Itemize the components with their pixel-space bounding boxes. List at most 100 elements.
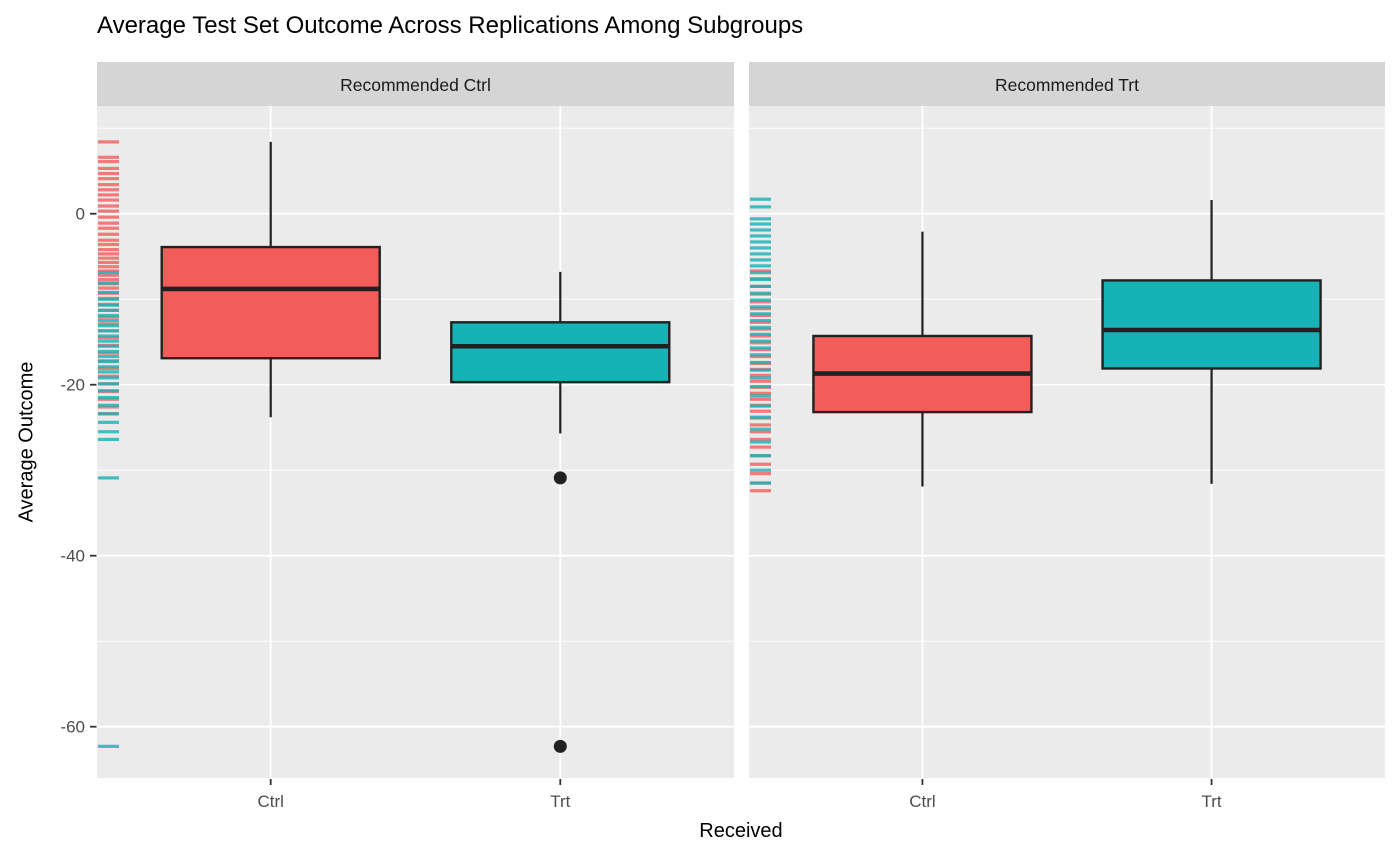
- rug-mark-trt: [750, 246, 771, 250]
- rug-mark-trt: [750, 217, 771, 221]
- rug-mark-trt: [750, 277, 771, 282]
- x-tick-label: Trt: [1201, 792, 1221, 811]
- rug-mark-trt: [750, 346, 771, 350]
- rug-mark-trt: [98, 370, 119, 374]
- y-tick-label: -40: [60, 547, 85, 566]
- rug-mark-ctrl: [98, 374, 119, 378]
- outlier-point: [553, 471, 567, 485]
- rug-mark-trt: [98, 271, 119, 275]
- rug-mark-ctrl: [98, 265, 119, 269]
- rug-mark-ctrl: [750, 269, 771, 273]
- rug-mark-ctrl: [98, 248, 119, 252]
- rug-mark-ctrl: [750, 373, 771, 377]
- rug-mark-ctrl: [750, 462, 771, 466]
- rug-mark-trt: [750, 415, 771, 419]
- rug-mark-trt: [750, 384, 771, 389]
- rug-mark-ctrl: [98, 252, 119, 256]
- rug-mark-ctrl: [98, 286, 119, 290]
- rug-mark-ctrl: [98, 188, 119, 192]
- rug-mark-ctrl: [750, 472, 771, 476]
- rug-mark-trt: [750, 468, 771, 472]
- rug-mark-ctrl: [98, 397, 119, 401]
- rug-mark-trt: [98, 334, 119, 338]
- rug-mark-trt: [750, 298, 771, 302]
- rug-mark-trt: [98, 281, 119, 285]
- rug-mark-ctrl: [98, 140, 119, 144]
- rug-mark-ctrl: [98, 273, 119, 277]
- rug-mark-trt: [98, 308, 119, 312]
- rug-mark-trt: [750, 222, 771, 226]
- y-tick-label: -20: [60, 376, 85, 395]
- rug-mark-trt: [750, 454, 771, 458]
- rug-mark-ctrl: [98, 366, 119, 371]
- rug-mark-trt: [98, 403, 119, 407]
- rug-mark-trt: [750, 234, 771, 238]
- rug-mark-ctrl: [98, 260, 119, 265]
- rug-mark-ctrl: [750, 409, 771, 413]
- rug-mark-trt: [98, 744, 119, 748]
- rug-mark-ctrl: [750, 341, 771, 345]
- rug-mark-trt: [98, 395, 119, 400]
- rug-mark-ctrl: [750, 397, 771, 401]
- rug-mark-trt: [750, 318, 771, 323]
- rug-mark-ctrl: [98, 155, 119, 159]
- rug-mark-trt: [750, 228, 771, 232]
- rug-mark-trt: [98, 365, 119, 369]
- rug-mark-trt: [98, 476, 119, 480]
- rug-mark-ctrl: [98, 238, 119, 242]
- rug-mark-trt: [750, 394, 771, 398]
- box-trt: [1101, 279, 1322, 370]
- rug-mark-ctrl: [98, 351, 119, 355]
- rug-mark-ctrl: [750, 489, 771, 493]
- rug-mark-ctrl: [98, 209, 119, 213]
- rug-mark-ctrl: [98, 166, 119, 171]
- rug-mark-ctrl: [98, 193, 119, 197]
- x-axis-title: Received: [699, 820, 783, 842]
- x-tick-label: Ctrl: [909, 792, 935, 811]
- rug-mark-ctrl: [98, 322, 119, 326]
- rug-mark-ctrl: [750, 313, 771, 318]
- rug-mark-ctrl: [98, 215, 119, 219]
- rug-mark-trt: [750, 271, 771, 275]
- box-ctrl: [160, 245, 381, 360]
- rug-mark-trt: [750, 481, 771, 485]
- facet-strip-label: Recommended Ctrl: [340, 75, 491, 95]
- rug-mark-trt: [750, 197, 771, 201]
- rug-mark-trt: [98, 339, 119, 343]
- rug-mark-trt: [750, 284, 771, 288]
- rug-mark-trt: [98, 313, 119, 318]
- rug-mark-trt: [750, 427, 771, 431]
- rug-mark-trt: [98, 437, 119, 442]
- rug-mark-ctrl: [98, 221, 119, 225]
- rug-mark-trt: [98, 382, 119, 386]
- rug-mark-ctrl: [98, 256, 119, 260]
- rug-mark-trt: [750, 368, 771, 372]
- rug-mark-trt: [98, 389, 119, 393]
- rug-mark-ctrl: [98, 204, 119, 208]
- rug-mark-ctrl: [750, 354, 771, 359]
- rug-mark-trt: [750, 312, 771, 316]
- rug-mark-ctrl: [750, 430, 771, 434]
- rug-mark-ctrl: [98, 183, 119, 187]
- rug-mark-ctrl: [98, 277, 119, 282]
- outlier-point: [553, 739, 567, 753]
- rug-mark-trt: [750, 205, 771, 209]
- rug-mark-trt: [98, 303, 119, 307]
- rug-mark-trt: [98, 349, 119, 353]
- y-tick-label: 0: [76, 205, 85, 224]
- rug-mark-trt: [750, 440, 771, 444]
- rug-mark-trt: [750, 258, 771, 262]
- rug-mark-trt: [750, 339, 771, 343]
- rug-mark-ctrl: [750, 391, 771, 395]
- rug-mark-trt: [98, 360, 119, 364]
- rug-mark-ctrl: [750, 379, 771, 383]
- rug-mark-ctrl: [98, 198, 119, 202]
- rug-mark-ctrl: [98, 226, 119, 230]
- rug-mark-ctrl: [98, 269, 119, 273]
- rug-mark-trt: [98, 290, 119, 294]
- rug-mark-trt: [98, 318, 119, 323]
- rug-mark-trt: [750, 360, 771, 365]
- x-tick-label: Trt: [550, 792, 570, 811]
